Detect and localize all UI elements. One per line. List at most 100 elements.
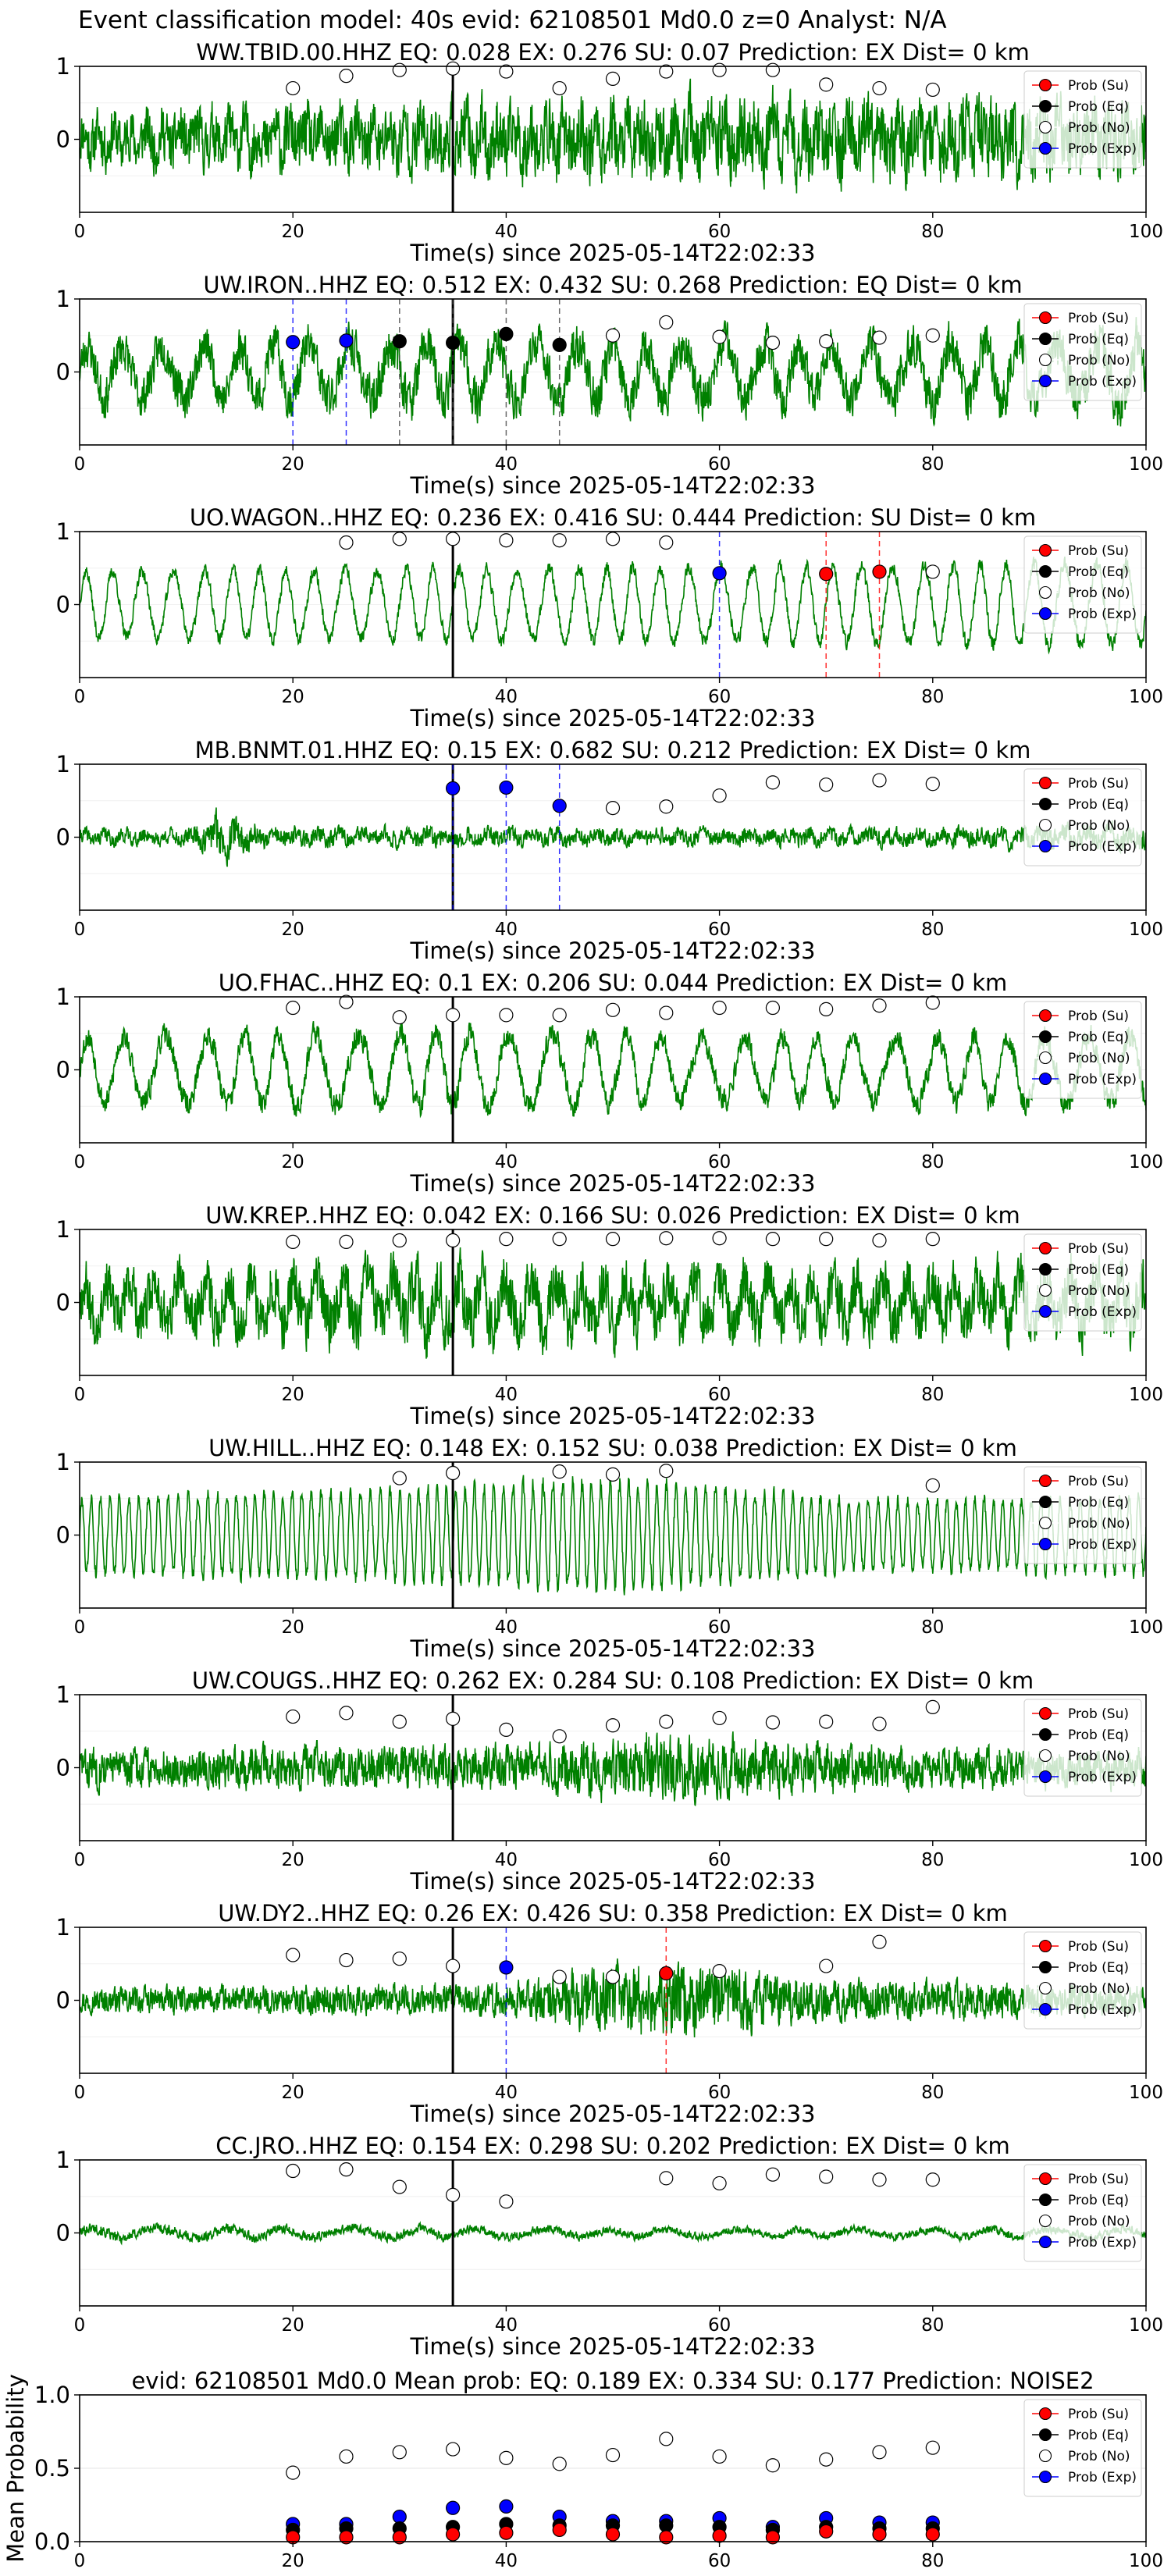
legend-marker-no [1038,1749,1052,1763]
legend-marker-eq [1038,564,1052,578]
marker-no [765,336,781,350]
panel-title: UW.COUGS..HHZ EQ: 0.262 EX: 0.284 SU: 0.… [192,1667,1034,1694]
marker-no [445,61,461,76]
legend-marker-no [1038,1283,1052,1297]
x-axis-label: Time(s) since 2025-05-14T22:02:33 [410,1170,816,1197]
legend-marker-eq [1038,2428,1052,2442]
marker-no [925,995,940,1010]
y-tick-label: 1 [56,1681,70,1708]
marker-no [339,1952,354,1968]
legend-marker-no [1038,585,1052,600]
legend-marker-su [1038,1009,1052,1023]
legend-marker-eq [1038,332,1052,346]
legend-marker-no [1038,2214,1052,2228]
marker-no [765,775,781,790]
marker-su [445,2527,461,2542]
marker-no [925,328,940,343]
marker-no [872,1717,887,1731]
marker-no [499,2194,514,2209]
legend-marker-su [1038,2407,1052,2421]
marker-su [765,2530,781,2545]
x-tick-label: 60 [708,1385,731,1405]
marker-no [339,2162,354,2177]
x-tick-label: 20 [282,2083,304,2103]
legend-label-exp: Prob (Exp) [1068,2470,1137,2485]
marker-eq [499,326,514,341]
marker-no [712,2449,727,2464]
x-tick-label: 80 [921,1617,944,1638]
x-tick-label: 80 [921,222,944,242]
marker-no [499,1232,514,1247]
legend-label-eq: Prob (Eq) [1068,1727,1129,1743]
marker-no [286,1000,301,1016]
marker-no [286,2465,301,2480]
legend: Prob (Su) Prob (Eq) Prob (No) Prob (Exp) [1023,303,1142,401]
marker-no [659,1005,674,1020]
legend: Prob (Su) Prob (Eq) Prob (No) Prob (Exp) [1023,2399,1142,2497]
x-tick-label: 100 [1129,1385,1163,1405]
legend-marker-exp [1038,1304,1052,1318]
marker-no [925,2172,940,2187]
marker-no [605,1002,621,1017]
legend-label-no: Prob (No) [1068,1283,1130,1299]
marker-no [712,1000,727,1016]
y-axis-label: Mean Probability [2,2374,29,2563]
marker-su [339,2530,354,2545]
legend-label-eq: Prob (Eq) [1068,332,1129,347]
x-tick-label: 60 [708,2551,731,2571]
marker-no [659,2171,674,2186]
x-tick-label: 100 [1129,2551,1163,2571]
marker-no [286,1234,301,1249]
legend-label-exp: Prob (Exp) [1068,1072,1137,1087]
x-tick-label: 20 [282,1617,304,1638]
y-tick-label: 0 [56,359,70,386]
x-axis-label: Time(s) since 2025-05-14T22:02:33 [410,705,816,731]
legend-label-eq: Prob (Eq) [1068,2193,1129,2208]
x-tick-label: 20 [282,687,304,707]
legend-marker-exp [1038,2002,1052,2016]
marker-no [392,1233,407,1248]
marker-no [445,2442,461,2457]
x-tick-label: 40 [495,1152,518,1172]
x-axis-label: Time(s) since 2025-05-14T22:02:33 [410,1635,816,1662]
legend-box [1023,1931,1142,2030]
marker-no [605,1467,621,1482]
panel-1: UW.IRON..HHZ EQ: 0.512 EX: 0.432 SU: 0.2… [56,272,1163,499]
panel-6: UW.HILL..HHZ EQ: 0.148 EX: 0.152 SU: 0.0… [56,1435,1163,1662]
x-tick-label: 40 [495,222,518,242]
legend-marker-eq [1038,797,1052,811]
x-tick-label: 40 [495,1850,518,1870]
legend-label-exp: Prob (Exp) [1068,141,1137,157]
marker-no [339,994,354,1009]
legend-label-eq: Prob (Eq) [1068,2428,1129,2443]
panel-7: UW.COUGS..HHZ EQ: 0.262 EX: 0.284 SU: 0.… [56,1667,1163,1895]
marker-su [659,2530,674,2545]
x-tick-label: 20 [282,1152,304,1172]
legend-marker-exp [1038,839,1052,853]
marker-no [392,532,407,546]
marker-no [765,2458,781,2473]
x-tick-label: 40 [495,2083,518,2103]
marker-no [445,2187,461,2202]
x-tick-label: 60 [708,1617,731,1638]
marker-no [819,1232,834,1247]
legend-marker-exp [1038,607,1052,621]
legend-label-eq: Prob (Eq) [1068,1030,1129,1045]
x-tick-label: 40 [495,454,518,475]
marker-no [819,2169,834,2184]
marker-no [552,1969,567,1984]
marker-no [712,329,727,344]
marker-no [925,564,940,579]
marker-no [765,62,781,77]
marker-no [872,80,887,96]
legend-box [1023,70,1142,169]
marker-no [872,330,887,345]
legend-marker-no [1038,1516,1052,1530]
x-tick-label: 40 [495,1385,518,1405]
marker-su [605,2527,621,2542]
panel-3: MB.BNMT.01.HHZ EQ: 0.15 EX: 0.682 SU: 0.… [56,737,1163,964]
legend: Prob (Su) Prob (Eq) Prob (No) Prob (Exp) [1023,1466,1142,1564]
marker-su [659,1966,674,1981]
x-tick-label: 0 [74,920,86,940]
